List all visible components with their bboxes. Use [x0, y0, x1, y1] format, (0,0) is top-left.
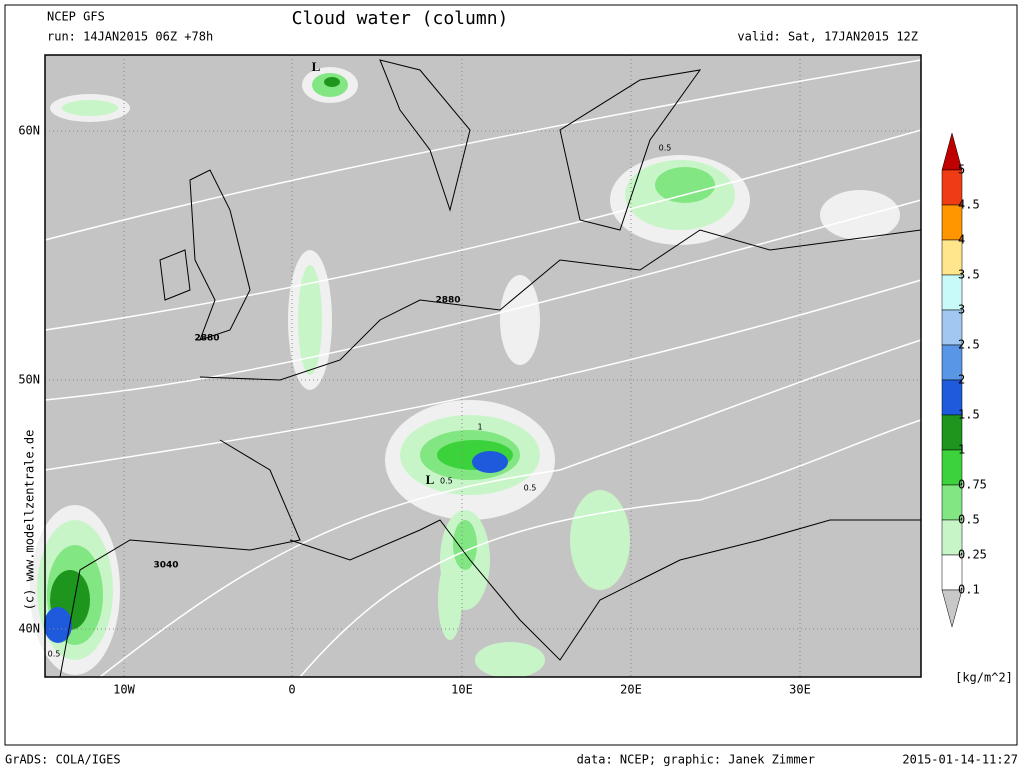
height-contour — [299, 419, 922, 678]
low-marker: L — [426, 472, 435, 487]
cloud-field — [453, 520, 477, 570]
colorbar-label: 1.5 — [958, 408, 980, 422]
lat-label: 50N — [18, 373, 40, 387]
cloud-field — [324, 77, 340, 87]
run-info: run: 14JAN2015 06Z +78h — [47, 30, 213, 44]
colorbar-label: 0.75 — [958, 478, 987, 492]
model-name: NCEP GFS — [47, 10, 105, 24]
cloud-field — [820, 190, 900, 240]
cloud-field — [298, 265, 322, 375]
contour-label: 1 — [477, 423, 482, 432]
footer-credit: data: NCEP; graphic: Janek Zimmer — [577, 753, 815, 767]
contour-label: 0.5 — [524, 484, 537, 493]
contour-label: 2880 — [435, 296, 460, 306]
contour-label: 0.5 — [48, 650, 61, 659]
contour-label: 0.5 — [659, 144, 672, 153]
cloud-field — [62, 100, 118, 116]
lon-label: 0 — [288, 683, 295, 697]
cloud-field — [438, 560, 462, 640]
map — [30, 55, 922, 678]
coastline — [199, 229, 922, 381]
cloud-field — [500, 275, 540, 365]
coastline — [289, 519, 921, 661]
height-contour — [44, 279, 922, 471]
cloud-field — [472, 451, 508, 473]
valid-time: valid: Sat, 17JAN2015 12Z — [737, 30, 918, 44]
colorbar-under — [941, 589, 963, 628]
colorbar-label: 1 — [958, 443, 965, 457]
coastline — [159, 249, 191, 301]
side-credit: (c) www.modellzentrale.de — [23, 430, 37, 611]
contour-label: 0.5 — [440, 477, 453, 486]
colorbar-label: 0.1 — [958, 583, 980, 597]
contour-label: 2880 — [194, 334, 219, 344]
colorbar-label: 0.5 — [958, 513, 980, 527]
colorbar-label: 4.5 — [958, 198, 980, 212]
coastline — [379, 59, 471, 212]
coastline — [189, 169, 251, 341]
colorbar: 5 4.5 4 3.5 3 2.5 2 1.5 1 0.75 0.5 0.25 0.1 — [941, 132, 987, 628]
lon-label: 10W — [113, 683, 135, 697]
coastline — [59, 439, 301, 678]
colorbar-label: 0.25 — [958, 548, 987, 562]
coastline — [559, 69, 702, 231]
cloud-field — [570, 490, 630, 590]
height-contour — [44, 59, 922, 241]
lon-label: 20E — [620, 683, 642, 697]
lon-label: 10E — [451, 683, 473, 697]
frame — [4, 4, 1018, 746]
colorbar-label: 3.5 — [958, 268, 980, 282]
low-marker: L — [312, 59, 321, 74]
cloud-field — [655, 167, 715, 203]
lat-label: 60N — [18, 124, 40, 138]
map-border — [44, 54, 922, 678]
lat-label: 40N — [18, 622, 40, 636]
cloud-field — [44, 607, 72, 643]
contour-label: 3040 — [153, 561, 178, 571]
map-title: Cloud water (column) — [292, 8, 509, 29]
height-contour — [44, 199, 922, 401]
height-contour — [99, 339, 922, 678]
lon-label: 30E — [789, 683, 811, 697]
height-contour — [44, 129, 922, 331]
colorbar-unit: [kg/m^2] — [955, 671, 1013, 685]
colorbar-label: 2.5 — [958, 338, 980, 352]
colorbar-label: 4 — [958, 233, 965, 247]
colorbar-label: 3 — [958, 303, 965, 317]
contour-labels: 2880 2880 3040 L L 1 0.5 0.5 0.5 0.5 — [48, 59, 672, 659]
colorbar-label: 2 — [958, 373, 965, 387]
footer-timestamp: 2015-01-14-11:27 — [902, 753, 1018, 767]
colorbar-label: 5 — [958, 163, 965, 177]
cloud-field — [475, 642, 545, 678]
footer-software: GrADS: COLA/IGES — [5, 753, 121, 767]
